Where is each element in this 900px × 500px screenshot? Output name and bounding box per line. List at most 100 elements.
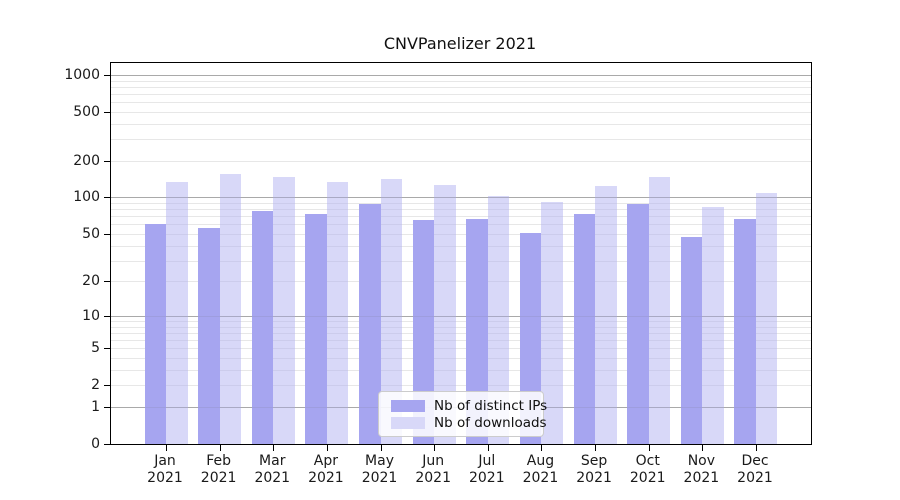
bar-nb-of-downloads-mar bbox=[273, 177, 295, 444]
gridline-minor bbox=[111, 216, 811, 218]
bar-nb-of-distinct-ips-oct bbox=[627, 203, 649, 444]
gridline-minor bbox=[111, 224, 811, 226]
x-tick-label: Jan 2021 bbox=[147, 453, 183, 486]
x-tick-label: Feb 2021 bbox=[200, 453, 237, 486]
x-tick bbox=[755, 444, 757, 451]
gridline-minor bbox=[111, 369, 811, 371]
gridline-minor bbox=[111, 80, 811, 82]
x-tick bbox=[219, 444, 221, 451]
legend-label-distinct-ips: Nb of distinct IPs bbox=[434, 397, 548, 414]
x-tick bbox=[648, 444, 650, 451]
gridline-major bbox=[111, 74, 811, 76]
y-tick bbox=[104, 74, 111, 76]
bar-nb-of-distinct-ips-jun bbox=[412, 220, 435, 444]
y-tick bbox=[104, 281, 111, 283]
y-tick bbox=[104, 385, 111, 387]
gridline-overlay bbox=[111, 315, 811, 317]
bar-nb-of-downloads-sep bbox=[595, 186, 617, 444]
x-tick-label: May 2021 bbox=[361, 453, 398, 486]
x-tick bbox=[434, 444, 436, 451]
bar-nb-of-downloads-feb bbox=[219, 174, 242, 444]
legend-swatch-downloads-icon bbox=[391, 417, 425, 430]
y-tick bbox=[104, 111, 111, 113]
legend-item-downloads: Nb of downloads bbox=[391, 415, 547, 431]
gridline-minor bbox=[111, 102, 811, 104]
bar-nb-of-distinct-ips-mar bbox=[251, 211, 274, 444]
gridline-minor bbox=[111, 160, 811, 162]
bar-nb-of-distinct-ips-nov bbox=[680, 237, 703, 444]
x-tick-label: Oct 2021 bbox=[629, 453, 666, 486]
bar-nb-of-distinct-ips-jan bbox=[144, 224, 166, 444]
y-tick bbox=[104, 197, 111, 199]
y-tick-label: 1 bbox=[91, 398, 100, 415]
bar-nb-of-downloads-apr bbox=[326, 181, 349, 444]
bar-nb-of-downloads-jan bbox=[166, 182, 188, 444]
bar-nb-of-distinct-ips-jul bbox=[466, 219, 488, 444]
gridline-minor bbox=[111, 86, 811, 88]
y-tick bbox=[104, 348, 111, 350]
bar-nb-of-downloads-jun bbox=[434, 185, 456, 444]
gridline-minor bbox=[111, 203, 811, 204]
bar-nb-of-distinct-ips-sep bbox=[573, 214, 596, 444]
bar-nb-of-distinct-ips-feb bbox=[198, 228, 220, 444]
gridline-overlay bbox=[111, 197, 811, 199]
x-tick bbox=[487, 444, 489, 451]
x-tick-label: Jul 2021 bbox=[468, 453, 505, 486]
bar-nb-of-downloads-oct bbox=[648, 177, 671, 444]
y-tick-label: 50 bbox=[82, 225, 100, 242]
bar-nb-of-downloads-jul bbox=[487, 196, 510, 444]
legend-item-distinct-ips: Nb of distinct IPs bbox=[391, 398, 547, 414]
gridline-minor bbox=[111, 385, 811, 387]
y-tick bbox=[104, 233, 111, 235]
gridline-major bbox=[111, 197, 811, 199]
gridline-minor bbox=[111, 233, 811, 235]
y-tick-label: 100 bbox=[73, 189, 100, 206]
x-tick bbox=[541, 444, 543, 451]
y-tick-label: 500 bbox=[73, 103, 100, 120]
gridline-overlay bbox=[111, 74, 811, 76]
y-tick-label: 5 bbox=[91, 340, 100, 357]
x-tick bbox=[326, 444, 328, 451]
y-tick-label: 20 bbox=[82, 273, 100, 290]
y-tick bbox=[104, 315, 111, 317]
bar-nb-of-downloads-aug bbox=[541, 201, 563, 444]
y-tick-label: 2 bbox=[91, 377, 100, 394]
gridline-minor bbox=[111, 111, 811, 113]
x-tick bbox=[166, 444, 167, 451]
bar-nb-of-downloads-nov bbox=[702, 207, 724, 444]
x-tick bbox=[380, 444, 382, 451]
x-tick bbox=[702, 444, 704, 451]
gridline-major bbox=[111, 315, 811, 317]
gridline-minor bbox=[111, 93, 811, 95]
y-tick-label: 200 bbox=[73, 152, 100, 169]
gridline-minor bbox=[111, 340, 811, 342]
gridline-minor bbox=[111, 139, 811, 141]
x-tick-label: Dec 2021 bbox=[737, 453, 773, 486]
gridline-minor bbox=[111, 332, 811, 334]
gridline-minor bbox=[111, 260, 811, 262]
gridline-minor bbox=[111, 320, 811, 322]
bar-nb-of-distinct-ips-may bbox=[359, 204, 381, 444]
x-tick-label: Sep 2021 bbox=[576, 453, 612, 486]
gridline-minor bbox=[111, 348, 811, 350]
gridline-minor bbox=[111, 326, 811, 328]
y-tick-label: 10 bbox=[82, 307, 100, 324]
plot-area bbox=[104, 62, 812, 451]
chart-title: CNVPanelizer 2021 bbox=[383, 34, 537, 53]
y-tick bbox=[104, 406, 111, 408]
bar-nb-of-downloads-dec bbox=[755, 193, 778, 444]
gridline-minor bbox=[111, 245, 811, 247]
x-tick bbox=[595, 444, 597, 451]
legend: Nb of distinct IPs Nb of downloads bbox=[378, 391, 547, 437]
y-tick-label: 1000 bbox=[64, 66, 100, 83]
gridline-minor bbox=[111, 209, 811, 211]
x-tick-label: Mar 2021 bbox=[254, 453, 291, 486]
x-tick-label: Aug 2021 bbox=[522, 453, 559, 486]
y-tick bbox=[104, 160, 111, 162]
bar-nb-of-distinct-ips-apr bbox=[305, 214, 327, 444]
x-tick-label: Nov 2021 bbox=[683, 453, 720, 486]
legend-label-downloads: Nb of downloads bbox=[434, 415, 547, 432]
x-tick-label: Apr 2021 bbox=[308, 453, 344, 486]
y-tick-label: 0 bbox=[91, 436, 100, 452]
